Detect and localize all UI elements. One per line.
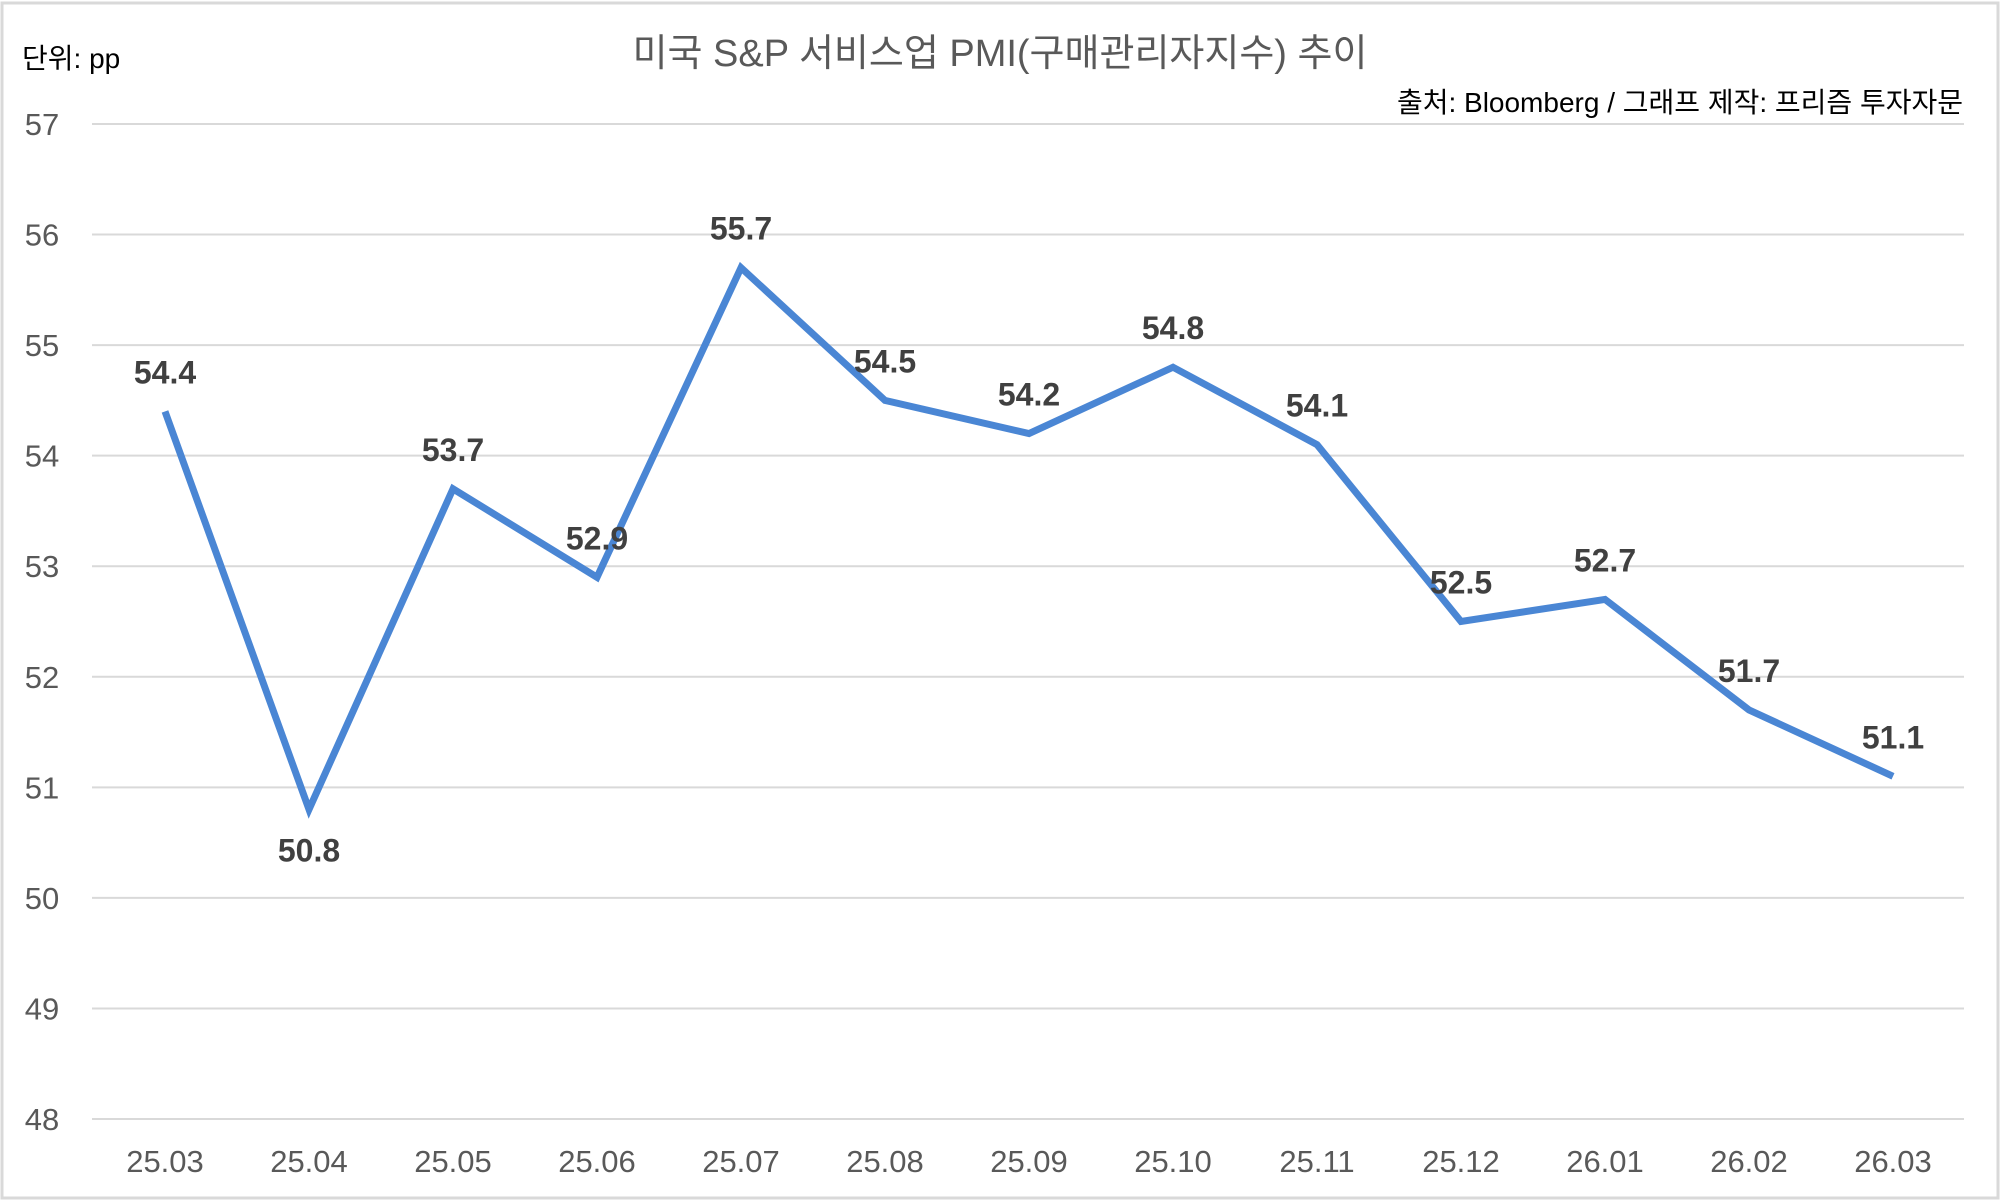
x-tick-label: 25.06 — [558, 1144, 636, 1179]
x-tick-label: 26.01 — [1566, 1144, 1644, 1179]
y-tick-label: 50 — [25, 881, 59, 916]
data-label: 54.2 — [998, 377, 1060, 413]
data-label: 54.1 — [1286, 388, 1348, 424]
y-tick-label: 51 — [25, 770, 59, 805]
y-tick-label: 54 — [25, 439, 59, 474]
x-tick-label: 25.04 — [270, 1144, 348, 1179]
y-tick-label: 48 — [25, 1102, 59, 1137]
y-tick-label: 57 — [25, 107, 59, 142]
x-tick-label: 25.03 — [126, 1144, 204, 1179]
x-tick-label: 25.12 — [1422, 1144, 1500, 1179]
series-line — [161, 261, 1895, 819]
y-axis: 48 49 50 51 52 53 54 55 56 57 — [25, 107, 59, 1137]
data-label: 50.8 — [278, 832, 340, 868]
data-label: 52.9 — [566, 520, 628, 556]
y-tick-label: 53 — [25, 549, 59, 584]
data-label: 52.7 — [1574, 542, 1636, 578]
y-tick-label: 55 — [25, 328, 59, 363]
x-tick-label: 25.08 — [846, 1144, 924, 1179]
gridlines — [92, 123, 1964, 1120]
source-label: 출처: Bloomberg / 그래프 제작: 프리즘 투자자문 — [1397, 87, 1963, 118]
x-tick-label: 25.07 — [702, 1144, 780, 1179]
data-label: 51.1 — [1862, 719, 1924, 755]
unit-label: 단위: pp — [22, 43, 120, 74]
x-tick-label: 25.05 — [414, 1144, 492, 1179]
data-labels: 54.4 50.8 53.7 52.9 55.7 54.5 54.2 54.8 54.1 52.5… — [134, 211, 1924, 869]
data-label: 55.7 — [710, 211, 772, 247]
data-label: 54.4 — [134, 354, 196, 390]
data-label: 54.8 — [1142, 310, 1204, 346]
data-label: 51.7 — [1718, 653, 1780, 689]
x-tick-label: 25.10 — [1134, 1144, 1212, 1179]
y-tick-label: 49 — [25, 991, 59, 1026]
data-label: 52.5 — [1430, 565, 1492, 601]
x-tick-label: 25.11 — [1279, 1144, 1354, 1179]
x-tick-label: 25.09 — [990, 1144, 1068, 1179]
data-label: 53.7 — [422, 432, 484, 468]
x-tick-label: 26.03 — [1854, 1144, 1932, 1179]
data-label: 54.5 — [854, 343, 916, 379]
y-tick-label: 52 — [25, 660, 59, 695]
y-tick-label: 56 — [25, 218, 59, 253]
chart-title: 미국 S&P 서비스업 PMI(구매관리자지수) 추이 — [633, 33, 1368, 75]
x-tick-label: 26.02 — [1710, 1144, 1788, 1179]
x-axis: 25.03 25.04 25.05 25.06 25.07 25.08 25.09 25.10… — [126, 1144, 1932, 1179]
